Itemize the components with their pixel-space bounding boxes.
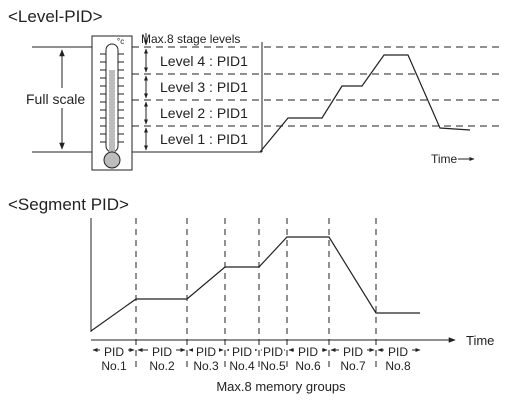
- level-1-label: Level 1 : PID1: [160, 131, 248, 147]
- segment-pid-title: <Segment PID>: [8, 195, 129, 214]
- pid-group-3-line2: No.3: [193, 359, 219, 373]
- level-4-label: Level 4 : PID1: [160, 53, 248, 69]
- pid-group-1-line1: PID: [104, 345, 124, 359]
- pid-group-8-line2: No.8: [385, 359, 411, 373]
- pid-group-4-line1: PID: [232, 345, 252, 359]
- max-stage-label: Max.8 stage levels: [141, 32, 240, 46]
- segment-dividers: [135, 218, 377, 372]
- level-time-label: Time: [431, 152, 458, 166]
- degree-label: °c: [117, 37, 124, 46]
- pid-group-5-line1: PID: [263, 345, 283, 359]
- pid-group-6-line1: PID: [298, 345, 318, 359]
- level-2-label: Level 2 : PID1: [160, 105, 248, 121]
- pid-group-7-line1: PID: [343, 345, 363, 359]
- pid-group-7-line2: No.7: [340, 359, 366, 373]
- pid-group-2-line1: PID: [152, 345, 172, 359]
- full-scale-label: Full scale: [26, 91, 85, 107]
- memory-groups-label: Max.8 memory groups: [216, 379, 346, 394]
- segment-profile-line: [90, 236, 420, 332]
- full-scale-label-bg: [22, 88, 96, 108]
- level-profile-line: [259, 54, 471, 153]
- thermometer-icon: °c: [91, 35, 133, 171]
- segment-labels: PID No.1 PID No.2 PID No.3 PID No.4 PID …: [100, 345, 412, 373]
- pid-group-3-line1: PID: [196, 345, 216, 359]
- level-3-label: Level 3 : PID1: [160, 79, 248, 95]
- pid-group-2-line2: No.2: [149, 359, 175, 373]
- pid-group-6-line2: No.6: [295, 359, 321, 373]
- pid-group-8-line1: PID: [388, 345, 408, 359]
- segment-time-label: Time: [466, 333, 494, 348]
- pid-group-1-line2: No.1: [101, 359, 127, 373]
- pid-group-4-line2: No.4: [229, 359, 255, 373]
- level-labels: Level 4 : PID1 Level 3 : PID1 Level 2 : …: [156, 52, 260, 148]
- level-pid-title: <Level-PID>: [8, 7, 103, 26]
- pid-group-5-line2: No.5: [260, 359, 286, 373]
